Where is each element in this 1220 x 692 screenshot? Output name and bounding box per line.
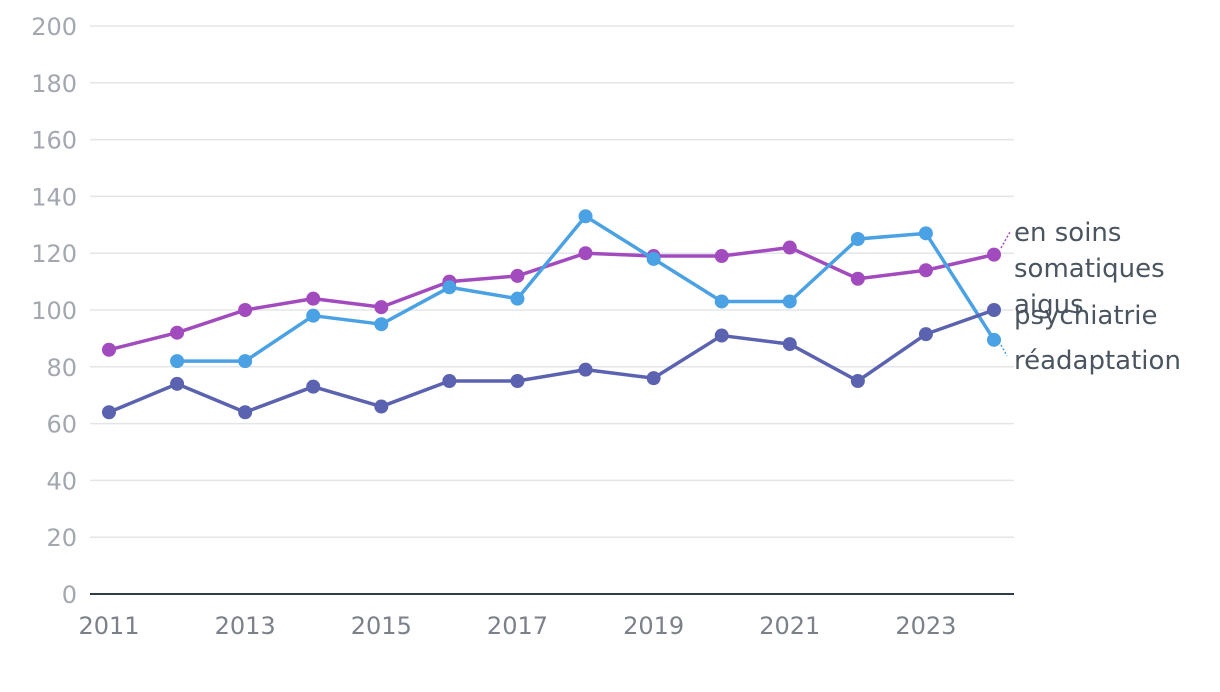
data-point-en-soins-somatiques-aigus-2020 [714, 249, 729, 264]
data-point-psychiatrie-2018 [578, 362, 593, 377]
y-tick-label-20: 20 [46, 524, 77, 552]
series-r-adaptation [170, 209, 1001, 369]
data-point-en-soins-somatiques-aigus-2021 [782, 240, 797, 255]
x-axis-ticks: 2011 2013 2015 2017 2019 2021 2023 [78, 612, 956, 640]
data-point-r-adaptation-2012 [170, 354, 185, 369]
series-line-r-adaptation [175, 214, 996, 363]
data-point-psychiatrie-2020 [714, 328, 729, 343]
x-tick-label-2011: 2011 [78, 612, 139, 640]
data-point-en-soins-somatiques-aigus-2022 [850, 271, 865, 286]
data-point-r-adaptation-2020 [714, 294, 729, 309]
data-point-psychiatrie-2019 [646, 371, 661, 386]
gridlines [90, 25, 1014, 538]
x-tick-label-2015: 2015 [351, 612, 412, 640]
data-point-r-adaptation-2015 [374, 317, 389, 332]
data-point-en-soins-somatiques-aigus-2013 [238, 303, 253, 317]
data-point-r-adaptation-2016 [442, 280, 457, 295]
data-point-en-soins-somatiques-aigus-2011 [102, 342, 116, 357]
x-tick-label-2019: 2019 [623, 612, 684, 640]
data-point-psychiatrie-2011 [102, 405, 116, 420]
y-tick-label-60: 60 [46, 411, 77, 439]
data-point-psychiatrie-2014 [306, 379, 321, 394]
y-tick-label-120: 120 [31, 240, 77, 268]
data-point-en-soins-somatiques-aigus-2023 [918, 263, 933, 278]
data-point-r-adaptation-2013 [238, 354, 253, 369]
label-leader-r-adaptation [1000, 344, 1008, 357]
data-point-psychiatrie-2017 [510, 374, 525, 388]
data-point-en-soins-somatiques-aigus-2024 [987, 247, 1001, 262]
series-psychiatrie [102, 303, 1001, 420]
data-point-en-soins-somatiques-aigus-2018 [578, 246, 593, 261]
y-tick-label-180: 180 [31, 70, 77, 98]
data-point-psychiatrie-2015 [374, 399, 389, 414]
y-tick-label-140: 140 [31, 183, 77, 211]
y-tick-label-100: 100 [31, 297, 77, 325]
data-point-r-adaptation-2022 [850, 232, 865, 246]
y-tick-label-40: 40 [46, 467, 77, 495]
data-point-r-adaptation-2023 [918, 226, 933, 241]
y-tick-label-200: 200 [31, 13, 77, 41]
data-point-psychiatrie-2023 [918, 327, 933, 342]
series-line-en-soins-somatiques-aigus [107, 245, 996, 352]
x-tick-label-2013: 2013 [215, 612, 276, 640]
series-labels: en soins somatiques aigus réadaptation psych… [1000, 218, 1181, 376]
y-axis-ticks: 0 20 40 60 80 100 120 140 160 180 200 [31, 13, 77, 609]
series-label-psychiatrie: psychiatrie [1014, 301, 1157, 331]
data-point-r-adaptation-2021 [782, 294, 797, 309]
series-label-en-soins-somatiques-aigus: en soins somatiques aigus [1014, 218, 1165, 320]
data-point-psychiatrie-2024 [987, 303, 1001, 317]
x-tick-label-2021: 2021 [759, 612, 820, 640]
series-line-psychiatrie [107, 308, 996, 414]
series-label-r-adaptation: réadaptation [1014, 346, 1181, 376]
data-point-en-soins-somatiques-aigus-2017 [510, 268, 525, 283]
y-tick-label-160: 160 [31, 127, 77, 155]
data-point-r-adaptation-2019 [646, 251, 661, 266]
y-tick-label-0: 0 [62, 581, 77, 609]
x-tick-label-2023: 2023 [895, 612, 956, 640]
data-point-en-soins-somatiques-aigus-2012 [170, 325, 185, 340]
data-point-r-adaptation-2018 [578, 209, 593, 224]
x-tick-label-2017: 2017 [487, 612, 548, 640]
series-layer [102, 209, 1001, 420]
data-point-r-adaptation-2017 [510, 291, 525, 306]
data-point-psychiatrie-2016 [442, 374, 457, 388]
series-en-soins-somatiques-aigus [102, 240, 1001, 357]
data-point-en-soins-somatiques-aigus-2015 [374, 300, 389, 315]
data-point-psychiatrie-2021 [782, 337, 797, 352]
y-tick-label-80: 80 [46, 354, 77, 382]
data-point-psychiatrie-2013 [238, 405, 253, 420]
data-point-r-adaptation-2014 [306, 308, 321, 323]
data-point-psychiatrie-2012 [170, 376, 185, 391]
data-point-psychiatrie-2022 [850, 374, 865, 388]
label-leader-en-soins-somatiques-aigus [1000, 231, 1011, 249]
data-point-en-soins-somatiques-aigus-2014 [306, 291, 321, 306]
data-point-r-adaptation-2024 [987, 332, 1001, 347]
